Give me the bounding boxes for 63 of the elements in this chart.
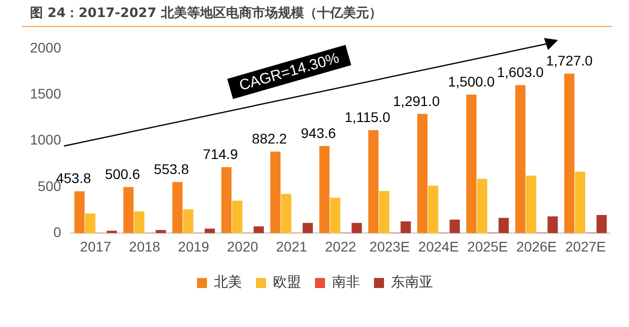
bar [156, 230, 166, 234]
bar [352, 222, 362, 234]
bar [221, 167, 232, 234]
bar [368, 130, 379, 234]
bar [330, 198, 340, 234]
data-label: 1,603.0 [496, 64, 544, 80]
bar [74, 191, 85, 234]
chart-title: 图 24：2017-2027 北美等地区电商市场规模（十亿美元） [30, 4, 382, 22]
data-label: 553.8 [154, 160, 190, 177]
data-label: 943.6 [300, 124, 336, 141]
bar [232, 200, 242, 234]
x-tick-label: 2021 [276, 238, 308, 254]
bar [515, 85, 526, 234]
y-tick-label: 2000 [30, 39, 62, 56]
bar [254, 226, 264, 234]
data-label: 1,291.0 [393, 92, 440, 109]
data-label: 500.6 [104, 166, 140, 182]
bar [596, 214, 607, 234]
data-label: 1,115.0 [344, 109, 390, 126]
bar [477, 178, 488, 234]
bar [270, 152, 281, 234]
bar [379, 190, 390, 234]
bar [85, 214, 96, 234]
bar [123, 186, 134, 234]
legend-label: 东南亚 [391, 274, 433, 291]
x-tick-label: 2022 [324, 238, 356, 254]
bar [498, 218, 509, 234]
bar [204, 228, 215, 234]
bar [134, 211, 144, 234]
data-label: 1,500.0 [448, 73, 495, 90]
x-tick-label: 2024E [418, 238, 459, 254]
bar [564, 74, 574, 234]
bar [183, 209, 194, 234]
y-tick-label: 1500 [30, 85, 62, 102]
bar [281, 194, 292, 234]
legend-label: 北美 [214, 274, 242, 291]
legend-label: 南非 [332, 274, 360, 291]
bar [548, 216, 558, 234]
x-tick-label: 2017 [80, 238, 112, 254]
bar [417, 114, 428, 234]
bar [428, 186, 438, 234]
x-tick-label: 2020 [227, 238, 258, 254]
legend-label: 欧盟 [273, 274, 301, 291]
x-tick-label: 2018 [129, 238, 160, 254]
bar [526, 176, 536, 234]
bar [450, 220, 460, 234]
data-label: 882.2 [252, 130, 288, 147]
data-label: 714.9 [202, 146, 238, 162]
bar [575, 172, 586, 234]
x-tick-label: 2027E [565, 238, 606, 254]
x-tick-label: 2023E [369, 238, 410, 254]
x-tick-label: 2019 [178, 238, 210, 254]
y-tick-label: 1000 [30, 132, 62, 148]
bar [172, 182, 183, 234]
bar [106, 230, 117, 234]
bar [319, 146, 330, 234]
bar [302, 222, 313, 234]
x-tick-label: 2026E [516, 238, 557, 254]
data-label: 1,727.0 [546, 52, 593, 68]
bar [400, 221, 411, 234]
bar [466, 94, 476, 234]
y-tick-label: 0 [53, 224, 62, 240]
x-tick-label: 2025E [467, 238, 508, 254]
